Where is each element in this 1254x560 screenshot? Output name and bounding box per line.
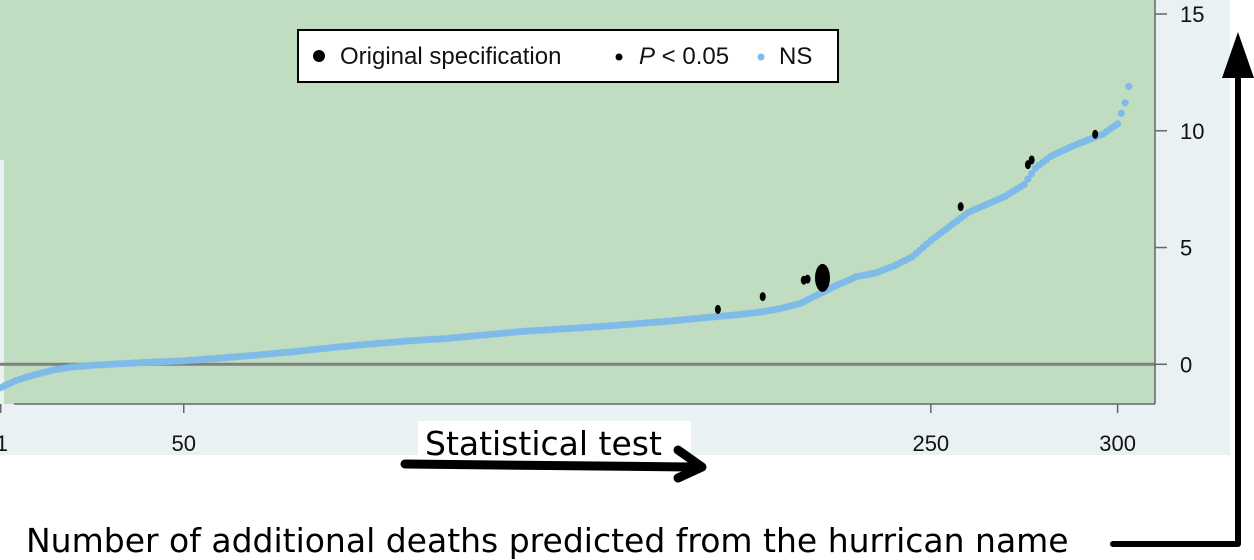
significant-point [957,202,964,212]
legend-significant-p: P [639,43,655,70]
y-tick-label: 5 [1180,236,1192,261]
y-arrow-shaft [1110,59,1241,547]
x-axis: 1 50 250 300 [0,403,1155,456]
x-tick-label: 50 [172,431,196,456]
y-arrow-head [1222,32,1254,78]
y-tick-label: 0 [1180,352,1192,377]
ns-point [1024,175,1032,183]
y-arrow [1110,32,1254,547]
x-arrow [400,445,707,483]
legend-original-label: Original specification [340,43,561,70]
plot-notch [0,160,4,404]
ns-point [1121,99,1129,107]
significant-point [1092,129,1099,139]
legend-ns-label: NS [779,43,812,70]
x-arrow-head [673,445,707,483]
legend-ns-marker [757,53,765,61]
x-tick-label: 1 [0,431,8,456]
ns-point [1125,82,1133,90]
x-tick-label: 250 [912,431,949,456]
ns-point [1028,170,1036,178]
x-arrow-shaft [400,459,695,472]
legend-box [297,29,839,83]
significant-point [1028,155,1035,165]
legend: Original specification P < 0.05 NS [297,29,839,83]
ns-point [1117,109,1125,117]
y-tick-label: 10 [1180,119,1204,144]
significant-point [714,304,721,314]
original-specification-point [815,263,830,292]
ns-point [1114,120,1122,128]
ns-point [1020,180,1028,189]
legend-significant-suffix: < 0.05 [655,43,729,70]
legend-original-marker [313,50,325,62]
y-axis: 0 5 10 15 [1154,0,1204,404]
xlabel-background [418,421,691,467]
y-tick-label: 15 [1180,2,1204,27]
legend-significant-label: P < 0.05 [639,43,729,70]
significant-point [759,292,766,302]
x-tick-label: 300 [1099,431,1136,456]
legend-significant-marker [615,53,623,61]
significant-point [804,274,811,284]
x-axis-label: Statistical test [425,424,662,463]
y-axis-label: Number of additional deaths predicted fr… [26,521,1069,560]
